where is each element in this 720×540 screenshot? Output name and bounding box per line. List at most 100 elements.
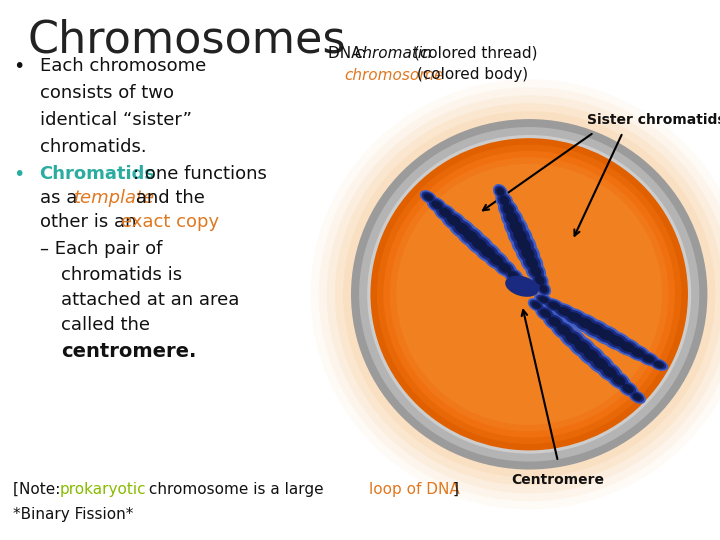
Ellipse shape [493, 184, 508, 199]
Text: : one functions: : one functions [133, 165, 267, 183]
Ellipse shape [498, 199, 518, 220]
Ellipse shape [613, 375, 625, 386]
Text: consists of two: consists of two [40, 84, 174, 102]
Ellipse shape [540, 309, 551, 318]
Ellipse shape [557, 325, 571, 336]
Ellipse shape [495, 191, 513, 210]
Ellipse shape [603, 366, 617, 377]
Ellipse shape [526, 260, 546, 282]
Ellipse shape [448, 217, 477, 240]
Ellipse shape [536, 281, 551, 296]
Ellipse shape [586, 352, 615, 375]
Ellipse shape [623, 384, 634, 393]
Ellipse shape [536, 295, 551, 305]
Ellipse shape [616, 339, 639, 355]
Ellipse shape [496, 187, 505, 196]
Ellipse shape [503, 204, 514, 215]
Ellipse shape [598, 329, 615, 341]
Ellipse shape [498, 262, 511, 273]
Text: called the: called the [61, 316, 150, 334]
Ellipse shape [531, 271, 549, 289]
Ellipse shape [580, 346, 603, 365]
Ellipse shape [620, 342, 635, 352]
Ellipse shape [451, 219, 474, 238]
Ellipse shape [367, 135, 691, 454]
Text: chromatids.: chromatids. [40, 138, 146, 156]
Ellipse shape [537, 307, 554, 320]
Text: ]: ] [452, 482, 458, 497]
Ellipse shape [439, 207, 452, 218]
Ellipse shape [534, 293, 553, 306]
Ellipse shape [543, 298, 565, 313]
Ellipse shape [545, 314, 564, 329]
Ellipse shape [444, 212, 464, 229]
Ellipse shape [562, 329, 584, 348]
Ellipse shape [530, 266, 541, 277]
Ellipse shape [654, 361, 664, 368]
Ellipse shape [500, 206, 523, 230]
Ellipse shape [625, 344, 651, 362]
Ellipse shape [506, 217, 526, 237]
Ellipse shape [508, 222, 533, 249]
Ellipse shape [511, 232, 536, 258]
Ellipse shape [593, 357, 608, 370]
Ellipse shape [327, 95, 720, 494]
Ellipse shape [483, 249, 510, 271]
Ellipse shape [335, 103, 720, 485]
Ellipse shape [567, 312, 582, 322]
Ellipse shape [521, 247, 534, 260]
Ellipse shape [310, 79, 720, 509]
Ellipse shape [422, 192, 435, 202]
Ellipse shape [631, 392, 644, 402]
Ellipse shape [506, 212, 518, 225]
Ellipse shape [608, 335, 625, 347]
Ellipse shape [523, 253, 541, 272]
Ellipse shape [629, 390, 646, 404]
Ellipse shape [551, 319, 577, 341]
Ellipse shape [474, 240, 503, 264]
Ellipse shape [571, 338, 594, 356]
Text: Centromere: Centromere [511, 472, 605, 487]
Ellipse shape [601, 330, 633, 352]
Ellipse shape [588, 323, 605, 335]
Ellipse shape [513, 276, 531, 291]
Ellipse shape [480, 246, 495, 258]
Ellipse shape [433, 203, 457, 222]
Ellipse shape [486, 252, 507, 268]
Ellipse shape [628, 346, 648, 360]
Ellipse shape [613, 337, 642, 356]
Text: – Each pair of: – Each pair of [40, 240, 162, 258]
Ellipse shape [535, 305, 556, 322]
Text: Each chromosome: Each chromosome [40, 57, 206, 75]
Ellipse shape [528, 298, 545, 312]
Ellipse shape [580, 318, 612, 340]
Ellipse shape [564, 309, 587, 325]
Ellipse shape [513, 229, 527, 243]
Ellipse shape [549, 316, 561, 327]
Text: chromatin: chromatin [354, 46, 432, 61]
Ellipse shape [557, 307, 572, 316]
Text: *Binary Fission*: *Binary Fission* [13, 507, 133, 522]
Ellipse shape [377, 145, 681, 444]
Ellipse shape [390, 157, 668, 431]
Ellipse shape [528, 263, 544, 280]
Text: •: • [13, 57, 24, 76]
Ellipse shape [633, 393, 642, 401]
Ellipse shape [503, 267, 524, 284]
Ellipse shape [548, 301, 560, 310]
Ellipse shape [535, 275, 544, 285]
Ellipse shape [514, 234, 534, 255]
Ellipse shape [607, 370, 631, 390]
Text: exact copy: exact copy [121, 213, 219, 231]
Text: •: • [13, 165, 24, 184]
Ellipse shape [577, 318, 594, 329]
Ellipse shape [463, 230, 479, 243]
Ellipse shape [609, 373, 629, 388]
Ellipse shape [455, 222, 470, 235]
Ellipse shape [490, 254, 503, 266]
Ellipse shape [532, 301, 541, 309]
Ellipse shape [567, 335, 597, 359]
Ellipse shape [570, 313, 601, 334]
Ellipse shape [493, 258, 517, 278]
Ellipse shape [495, 186, 506, 198]
